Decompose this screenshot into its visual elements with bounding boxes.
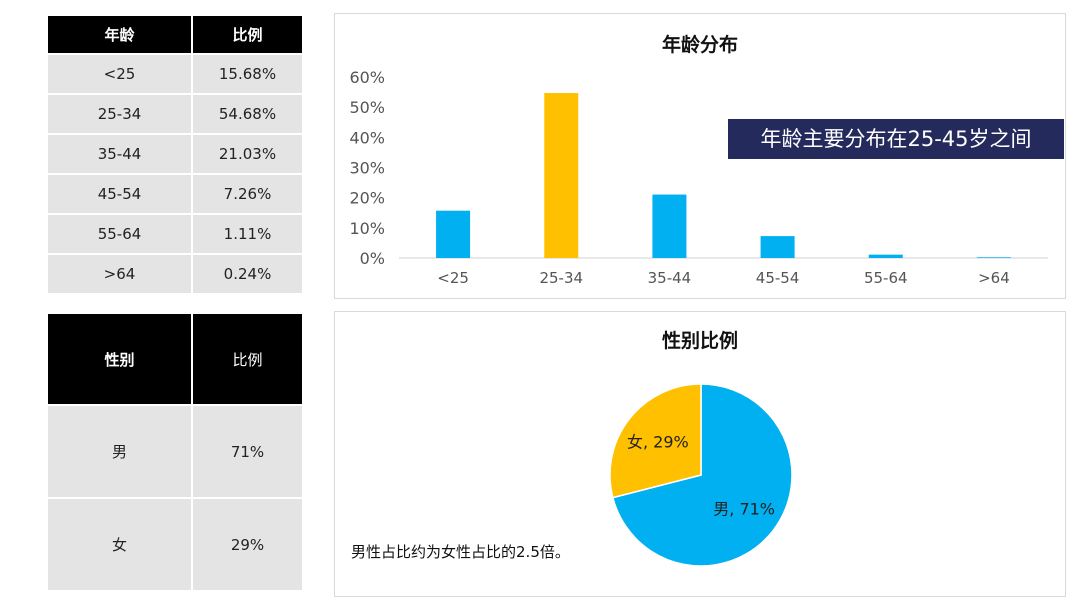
x-tick-label: 25-34 (539, 269, 583, 287)
ratio-cell: 7.26% (193, 175, 302, 213)
table-row: 55-64 1.11% (48, 215, 302, 253)
bar (760, 236, 795, 258)
table-row: >64 0.24% (48, 255, 302, 293)
ratio-cell: 1.11% (193, 215, 302, 253)
x-tick-label: >64 (978, 269, 1010, 287)
age-cell: 55-64 (48, 215, 191, 253)
pie-data-label: 男, 71% (713, 499, 775, 518)
age-table: 年龄 比例 <25 15.68% 25-34 54.68% 35-44 21.0… (46, 14, 304, 295)
age-cell: 35-44 (48, 135, 191, 173)
gender-ratio-chart-panel: 性别比例 男, 71% 女, 29% 男性占比约为女性占比的2.5倍。 (334, 311, 1066, 597)
age-distribution-chart-panel: 年龄分布 0% 10% 20% 30% 40% 50% 60% <25 25-34 35-44 45… (334, 13, 1066, 299)
ratio-cell: 29% (193, 499, 302, 590)
y-tick-label: 30% (349, 159, 385, 178)
ratio-cell: 21.03% (193, 135, 302, 173)
table-row: <25 15.68% (48, 55, 302, 93)
pie-slice (609, 383, 702, 499)
age-header-age: 年龄 (48, 16, 191, 53)
age-cell: <25 (48, 55, 191, 93)
age-cell: 45-54 (48, 175, 191, 213)
gender-cell: 女 (48, 499, 191, 590)
y-tick-label: 10% (349, 219, 385, 238)
pie-slice (611, 383, 793, 567)
x-tick-label: <25 (437, 269, 469, 287)
x-tick-label: 55-64 (864, 269, 908, 287)
table-row: 35-44 21.03% (48, 135, 302, 173)
bar (544, 93, 579, 258)
gender-header-ratio: 比例 (193, 314, 302, 404)
ratio-cell: 71% (193, 406, 302, 497)
age-table-header-row: 年龄 比例 (48, 16, 302, 53)
gender-header-gender: 性别 (48, 314, 191, 404)
age-chart-title: 年龄分布 (661, 34, 738, 56)
age-header-ratio: 比例 (193, 16, 302, 53)
y-tick-label: 20% (349, 189, 385, 208)
age-cell: 25-34 (48, 95, 191, 133)
age-distribution-chart: 0% 10% 20% 30% 40% 50% 60% <25 25-34 35-44 45-54 55… (349, 68, 1048, 287)
ratio-cell: 54.68% (193, 95, 302, 133)
age-callout-box: 年龄主要分布在25-45岁之间 (728, 119, 1064, 159)
y-tick-label: 50% (349, 98, 385, 117)
bar (976, 257, 1011, 258)
gender-note: 男性占比约为女性占比的2.5倍。 (351, 543, 570, 561)
age-cell: >64 (48, 255, 191, 293)
gender-cell: 男 (48, 406, 191, 497)
table-row: 25-34 54.68% (48, 95, 302, 133)
ratio-cell: 0.24% (193, 255, 302, 293)
gender-chart-title: 性别比例 (661, 330, 738, 352)
x-tick-label: 35-44 (648, 269, 692, 287)
table-row: 女 29% (48, 499, 302, 590)
table-row: 男 71% (48, 406, 302, 497)
gender-table-header-row: 性别 比例 (48, 314, 302, 404)
table-row: 45-54 7.26% (48, 175, 302, 213)
y-tick-label: 40% (349, 128, 385, 147)
pie-data-label: 女, 29% (627, 433, 689, 452)
bar (868, 254, 903, 258)
gender-pie-chart: 男, 71% 女, 29% (609, 383, 793, 567)
x-tick-label: 45-54 (756, 269, 800, 287)
y-tick-label: 0% (360, 249, 385, 268)
y-tick-label: 60% (349, 68, 385, 87)
bar (652, 194, 687, 258)
bar (436, 210, 471, 258)
ratio-cell: 15.68% (193, 55, 302, 93)
gender-table: 性别 比例 男 71% 女 29% (46, 312, 304, 592)
